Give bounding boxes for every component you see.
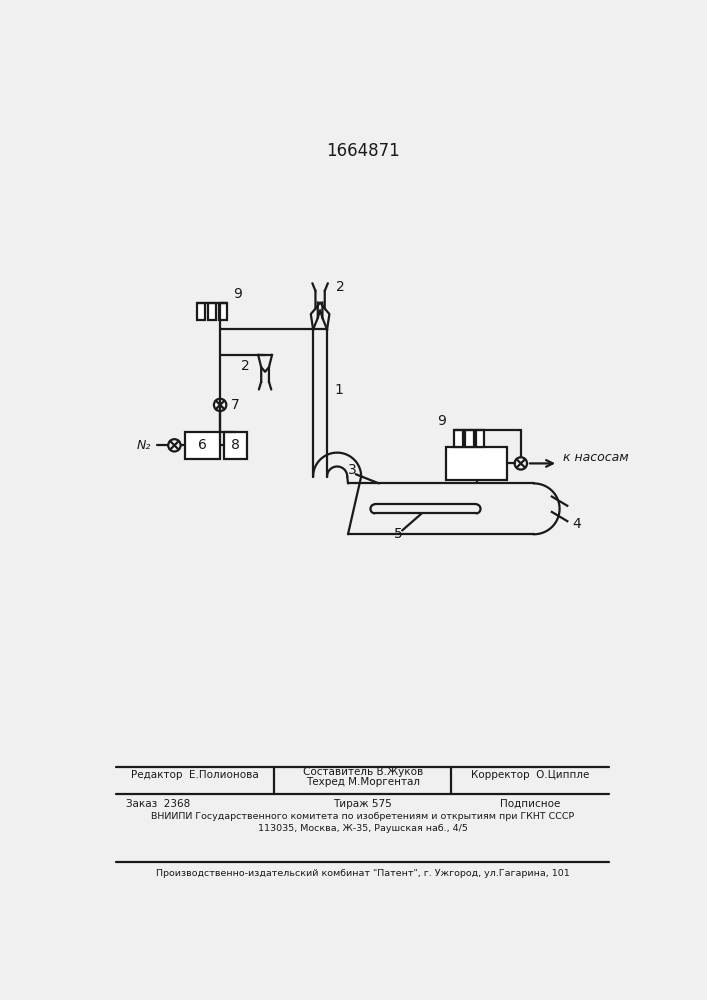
Bar (185, 432, 220, 459)
Text: 5: 5 (394, 527, 403, 541)
Bar (446, 447, 507, 480)
Text: к насосам: к насосам (563, 451, 629, 464)
Text: 2: 2 (336, 280, 344, 294)
Bar (208, 303, 216, 320)
Text: 1664871: 1664871 (326, 142, 399, 160)
Bar (218, 303, 227, 320)
Text: Тираж 575: Тираж 575 (333, 799, 392, 809)
Text: Редактор  Е.Полионова: Редактор Е.Полионова (131, 770, 259, 780)
Text: Техред М.Моргентал: Техред М.Моргентал (305, 777, 420, 787)
Bar (197, 303, 206, 320)
Text: 3: 3 (348, 463, 356, 477)
Bar (224, 432, 247, 459)
Text: Составитель В.Жуков: Составитель В.Жуков (303, 767, 423, 777)
Text: 7: 7 (231, 398, 240, 412)
Text: 9: 9 (438, 414, 446, 428)
Bar (465, 430, 474, 447)
Text: 113035, Москва, Ж-35, Раушская наб., 4/5: 113035, Москва, Ж-35, Раушская наб., 4/5 (258, 824, 467, 833)
Bar (476, 430, 484, 447)
Bar (454, 430, 462, 447)
Text: Подписное: Подписное (500, 799, 561, 809)
Text: 9: 9 (233, 287, 243, 301)
Text: 6: 6 (198, 438, 207, 452)
Text: 2: 2 (241, 359, 250, 373)
Text: Производственно-издательский комбинат "Патент", г. Ужгород, ул.Гагарина, 101: Производственно-издательский комбинат "П… (156, 869, 570, 878)
Text: 4: 4 (572, 517, 580, 531)
Text: 1: 1 (335, 382, 344, 396)
Text: 8: 8 (231, 438, 240, 452)
Text: N₂: N₂ (136, 439, 151, 452)
Text: Корректор  О.Циппле: Корректор О.Циппле (471, 770, 590, 780)
Text: Заказ  2368: Заказ 2368 (126, 799, 190, 809)
Text: ВНИИПИ Государственного комитета по изобретениям и открытиям при ГКНТ СССР: ВНИИПИ Государственного комитета по изоб… (151, 812, 574, 821)
